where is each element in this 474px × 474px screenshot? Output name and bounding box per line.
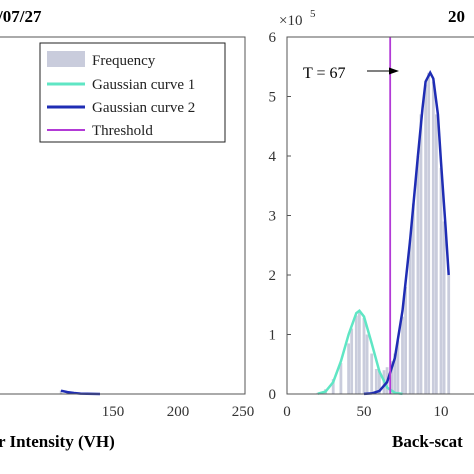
y-tick-label: 4 xyxy=(269,149,277,165)
right-x-axis-label: Back-scat xyxy=(392,432,463,451)
legend-threshold-label: Threshold xyxy=(92,123,153,139)
frequency-bar xyxy=(357,310,361,394)
frequency-bar xyxy=(347,343,350,394)
right-y-ticks: 0 1 2 3 4 5 6 xyxy=(269,30,291,403)
legend-frequency-label: Frequency xyxy=(92,53,156,69)
legend-frequency-swatch xyxy=(47,51,85,67)
y-tick-label: 6 xyxy=(269,30,277,46)
x-tick-label: 150 xyxy=(102,404,125,420)
frequency-bar xyxy=(416,156,420,394)
left-chart-panel: /07/27 150 200 250 r Intensity (VH) Freque… xyxy=(0,7,254,451)
threshold-annotation: T = 67 xyxy=(303,65,346,82)
frequency-bar xyxy=(365,334,369,394)
frequency-bar xyxy=(431,81,435,394)
legend-gaussian-2-label: Gaussian curve 2 xyxy=(92,100,195,116)
x-tick-label: 200 xyxy=(167,404,190,420)
frequency-bar xyxy=(434,114,438,394)
left-chart-title: /07/27 xyxy=(0,7,42,26)
frequency-bar xyxy=(447,275,451,394)
frequency-bar xyxy=(404,286,407,394)
frequency-bar xyxy=(339,363,343,394)
y-multiplier-exponent: 5 xyxy=(310,8,316,20)
legend: Frequency Gaussian curve 1 Gaussian curv… xyxy=(39,42,226,143)
frequency-bar xyxy=(354,315,358,394)
y-tick-label: 2 xyxy=(269,268,277,284)
frequency-bar xyxy=(393,353,397,394)
y-tick-label: 0 xyxy=(269,387,277,403)
right-gaussian-curve-2-line xyxy=(363,69,450,396)
y-tick-label: 3 xyxy=(269,209,277,225)
right-x-ticks: 0 50 10 xyxy=(283,404,448,420)
right-chart-title: 20 xyxy=(448,7,465,26)
frequency-bar xyxy=(396,340,400,394)
frequency-bar xyxy=(442,221,446,394)
frequency-bar xyxy=(350,328,354,394)
left-plot-frame xyxy=(0,36,246,395)
frequency-bar xyxy=(374,369,378,394)
frequency-bar xyxy=(378,371,381,394)
frequency-bar xyxy=(439,167,443,394)
frequency-bar xyxy=(419,114,423,394)
frequency-bar xyxy=(331,379,335,394)
frequency-bar xyxy=(59,390,63,394)
frequency-bar xyxy=(408,239,412,394)
legend-gaussian-1-label: Gaussian curve 1 xyxy=(92,77,195,93)
left-x-ticks: 150 200 250 xyxy=(102,404,255,420)
frequency-bar xyxy=(370,353,374,394)
right-frequency-bars xyxy=(316,72,451,394)
x-tick-label: 250 xyxy=(232,404,255,420)
frequency-bar xyxy=(401,316,404,394)
x-tick-label: 50 xyxy=(357,404,372,420)
frequency-bar xyxy=(362,317,366,394)
y-tick-label: 5 xyxy=(269,90,277,106)
right-chart-panel: 20 ×10 5 T = 67 0 1 2 3 4 5 6 0 50 10 Back-scat xyxy=(269,7,474,451)
x-tick-label: 10 xyxy=(434,404,449,420)
frequency-bar xyxy=(390,361,394,394)
y-multiplier-label: ×10 xyxy=(279,13,302,29)
frequency-bar xyxy=(427,72,431,394)
threshold-arrow xyxy=(367,67,399,75)
frequency-bar xyxy=(411,203,415,394)
right-gaussian-curve-1-line xyxy=(317,308,403,396)
y-tick-label: 1 xyxy=(269,328,277,344)
x-tick-label: 0 xyxy=(283,404,291,420)
left-x-axis-label: r Intensity (VH) xyxy=(0,432,115,451)
frequency-bar xyxy=(424,84,427,394)
